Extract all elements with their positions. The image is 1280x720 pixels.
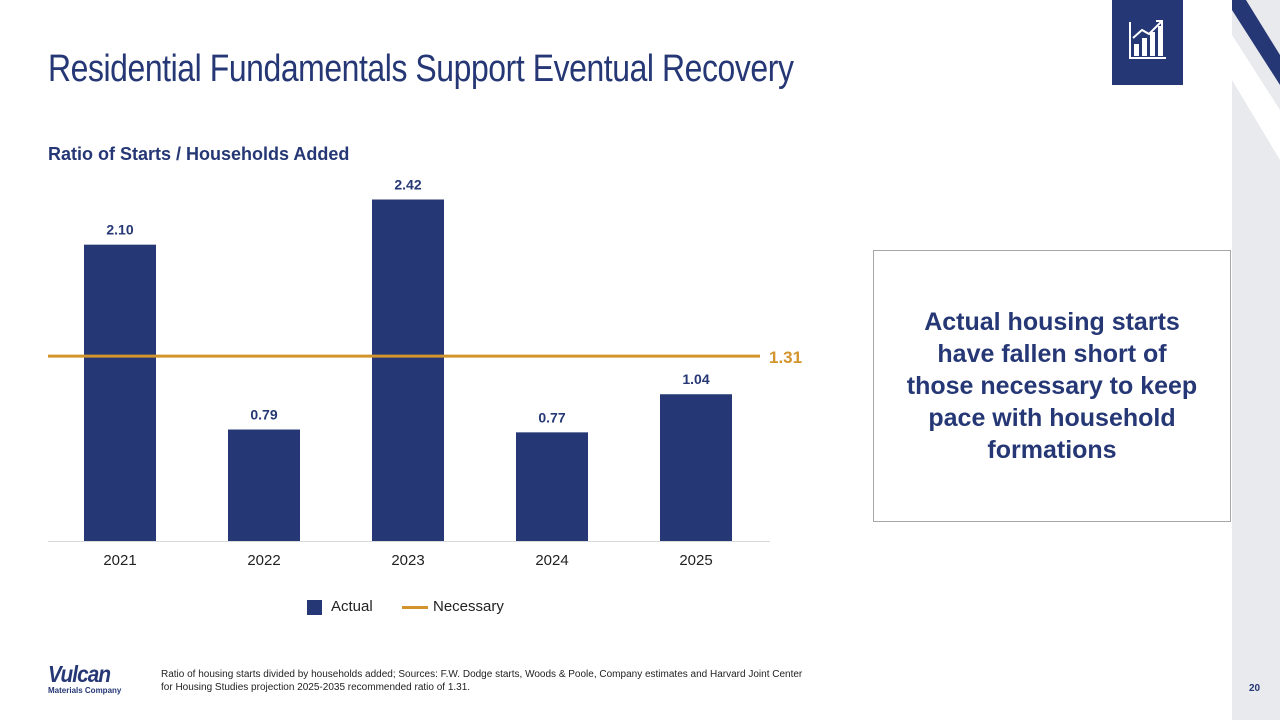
- chart-title: Ratio of Starts / Households Added: [48, 144, 350, 164]
- bar-actual-2024: [516, 432, 588, 541]
- legend-item-necessary: Necessary: [402, 598, 504, 615]
- bar-actual-2021: [84, 244, 156, 541]
- company-logo: Vulcan Materials Company: [48, 662, 121, 695]
- bar-actual-2023: [372, 199, 444, 541]
- logo-wordmark: Vulcan: [48, 661, 111, 687]
- legend-swatch-actual: [307, 600, 322, 615]
- slide-title: Residential Fundamentals Support Eventua…: [48, 48, 794, 90]
- footnote: Ratio of housing starts divided by house…: [161, 669, 803, 693]
- data-label-2024: 0.77: [538, 409, 565, 425]
- x-tick-label-2023: 2023: [391, 552, 424, 569]
- bar-actual-2022: [228, 429, 300, 541]
- legend-line-necessary: [402, 606, 428, 609]
- data-label-2025: 1.04: [682, 371, 709, 387]
- legend-item-actual: Actual: [307, 598, 373, 615]
- legend-label-actual: Actual: [331, 598, 373, 615]
- x-tick-label-2025: 2025: [679, 552, 712, 569]
- decorative-side-strip: [1232, 0, 1280, 720]
- logo-subtitle: Materials Company: [48, 686, 122, 695]
- x-tick-label-2021: 2021: [103, 552, 136, 569]
- callout-box: Actual housing starts have fallen short …: [873, 250, 1231, 522]
- decorative-stripes: [1232, 0, 1280, 160]
- page-number: 20: [1249, 683, 1261, 694]
- callout-text: Actual housing starts have fallen short …: [906, 308, 1198, 464]
- data-label-2023: 2.42: [394, 177, 421, 193]
- legend-label-necessary: Necessary: [433, 598, 504, 615]
- bar-chart-icon: [1129, 20, 1166, 59]
- bar-actual-2025: [660, 394, 732, 541]
- x-tick-label-2024: 2024: [535, 552, 568, 569]
- data-label-2021: 2.10: [106, 222, 133, 238]
- necessary-line-label: 1.31: [769, 348, 802, 367]
- data-label-2022: 0.79: [250, 407, 277, 423]
- header-icon-box: [1112, 0, 1183, 85]
- x-tick-label-2022: 2022: [247, 552, 280, 569]
